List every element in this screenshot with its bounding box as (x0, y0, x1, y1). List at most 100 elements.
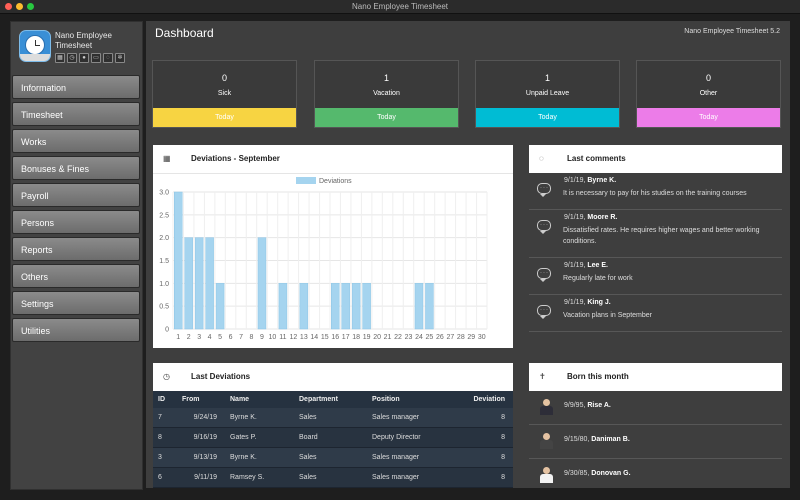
comment-author: Moore R. (587, 214, 618, 221)
chart-bar[interactable] (278, 283, 288, 330)
comment-icon: ··· (537, 220, 551, 234)
chart-bar[interactable] (299, 283, 309, 330)
cell-department: Sales (294, 467, 367, 488)
comment-item[interactable]: ··· 9/1/19, Moore R. Dissatisfied rates.… (529, 210, 782, 258)
chart-bar[interactable] (205, 237, 214, 330)
minimize-window-button[interactable] (16, 3, 23, 10)
last-deviations-panel: ◷ Last Deviations (153, 363, 513, 392)
born-name: Donovan G. (591, 470, 631, 477)
maximize-window-button[interactable] (27, 3, 34, 10)
y-tick-label: 1.0 (159, 281, 169, 288)
stat-today-button[interactable]: Today (637, 108, 780, 127)
stat-today-button[interactable]: Today (153, 108, 296, 127)
chart-bar[interactable] (215, 283, 225, 330)
nav-item-information[interactable]: Information (12, 75, 140, 99)
nav-item-settings[interactable]: Settings (12, 291, 140, 315)
column-header-name[interactable]: Name (225, 391, 294, 408)
born-name: Daniman B. (591, 436, 630, 443)
column-header-id[interactable]: ID (153, 391, 177, 408)
gear-icon[interactable]: ✲ (115, 53, 125, 63)
nav-item-utilities[interactable]: Utilities (12, 318, 140, 342)
born-item[interactable]: 9/9/95, Rise A. (529, 391, 782, 425)
stat-unpaid-leave: 1 Unpaid Leave Today (475, 60, 620, 128)
comment-icon: ··· (537, 183, 551, 197)
x-tick-label: 11 (279, 334, 286, 341)
cell-position: Sales manager (367, 467, 454, 488)
cell-from: 9/13/19 (177, 447, 225, 468)
chart-bar[interactable] (414, 283, 424, 330)
chart-bar[interactable] (341, 283, 350, 330)
x-tick-label: 16 (331, 334, 339, 341)
x-tick-label: 23 (405, 334, 413, 341)
chart-grid (172, 191, 488, 330)
x-tick-label: 13 (300, 334, 308, 341)
cell-department: Board (294, 427, 367, 448)
calendar-icon[interactable]: ▦ (55, 53, 65, 63)
nav-item-reports[interactable]: Reports (12, 237, 140, 261)
chart-bar[interactable] (331, 283, 340, 330)
nav-item-payroll[interactable]: Payroll (12, 183, 140, 207)
window-titlebar: Nano Employee Timesheet (0, 0, 800, 14)
x-tick-label: 2 (187, 334, 191, 341)
quick-icons: ▦ ◷ ● ▭ ◌ ✲ (55, 53, 125, 63)
born-name: Rise A. (587, 402, 611, 409)
cell-name: Byrne K. (225, 447, 294, 468)
nav-item-timesheet[interactable]: Timesheet (12, 102, 140, 126)
table-row[interactable]: 6 9/11/19 Ramsey S. Sales Sales manager … (153, 467, 513, 488)
window-title: Nano Employee Timesheet (351, 2, 449, 11)
born-panel: ✝ Born this month (529, 363, 782, 392)
legend-swatch (296, 177, 316, 184)
panel-header: ✝ Born this month (529, 363, 782, 392)
stat-label: Unpaid Leave (525, 90, 570, 97)
column-header-from[interactable]: From (177, 391, 225, 408)
chart-bar[interactable] (425, 283, 434, 330)
chart-bar[interactable] (351, 283, 361, 330)
close-window-button[interactable] (5, 3, 12, 10)
column-header-department[interactable]: Department (294, 391, 367, 408)
comment-item[interactable]: ··· 9/1/19, Byrne K. It is necessary to … (529, 173, 782, 210)
x-tick-label: 7 (239, 334, 243, 341)
user-icon[interactable]: ● (79, 53, 89, 63)
chart-bar[interactable] (194, 237, 204, 330)
table-row[interactable]: 7 9/24/19 Byrne K. Sales Sales manager 8 (153, 408, 513, 428)
comment-item[interactable]: ··· 9/1/19, King J. Vacation plans in Se… (529, 295, 782, 332)
chart-bar[interactable] (257, 237, 267, 330)
x-tick-label: 29 (467, 334, 475, 341)
clock-icon[interactable]: ◷ (67, 53, 77, 63)
card-icon[interactable]: ▭ (91, 53, 101, 63)
comment-item[interactable]: ··· 9/1/19, Lee E. Regularly late for wo… (529, 258, 782, 295)
nav-item-bonuses-fines[interactable]: Bonuses & Fines (12, 156, 140, 180)
panel-header: ◌ Last comments (529, 145, 782, 174)
born-date: 9/9/95, (564, 402, 586, 409)
nav-item-works[interactable]: Works (12, 129, 140, 153)
chart-bar[interactable] (184, 237, 193, 330)
stat-today-button[interactable]: Today (315, 108, 458, 127)
table-row[interactable]: 8 9/16/19 Gates P. Board Deputy Director… (153, 427, 513, 448)
nav-item-persons[interactable]: Persons (12, 210, 140, 234)
column-header-deviation[interactable]: Deviation (454, 391, 513, 408)
cell-id: 6 (153, 467, 177, 488)
stat-label: Sick (217, 90, 232, 97)
cell-position: Sales manager (367, 408, 454, 428)
cell-deviation: 8 (454, 427, 513, 448)
nav-item-others[interactable]: Others (12, 264, 140, 288)
born-item[interactable]: 9/15/80, Daniman B. (529, 425, 782, 459)
comment-text: Regularly late for work (563, 275, 633, 282)
comment-text: It is necessary to pay for his studies o… (563, 190, 747, 197)
chart-bar[interactable] (174, 191, 183, 330)
stat-value: 0 (221, 73, 227, 83)
born-item[interactable]: 9/30/85, Donovan G. (529, 459, 782, 492)
y-tick-label: 3.0 (159, 190, 169, 197)
panel-title: Last Deviations (191, 372, 251, 381)
comment-text: Dissatisfied rates. He requires higher w… (563, 227, 760, 245)
chart-bar[interactable] (362, 283, 371, 330)
x-tick-label: 3 (197, 334, 201, 341)
column-header-position[interactable]: Position (367, 391, 454, 408)
comment-icon: ··· (537, 305, 551, 319)
chat-icon[interactable]: ◌ (103, 53, 113, 63)
chart-y-ticks: 0 0.5 1.0 1.5 2.0 2.5 3.0 (159, 190, 169, 334)
panel-title: Deviations - September (191, 154, 280, 163)
stat-today-button[interactable]: Today (476, 108, 619, 127)
born-date: 9/15/80, (564, 436, 590, 443)
table-row[interactable]: 3 9/13/19 Byrne K. Sales Sales manager 8 (153, 447, 513, 468)
